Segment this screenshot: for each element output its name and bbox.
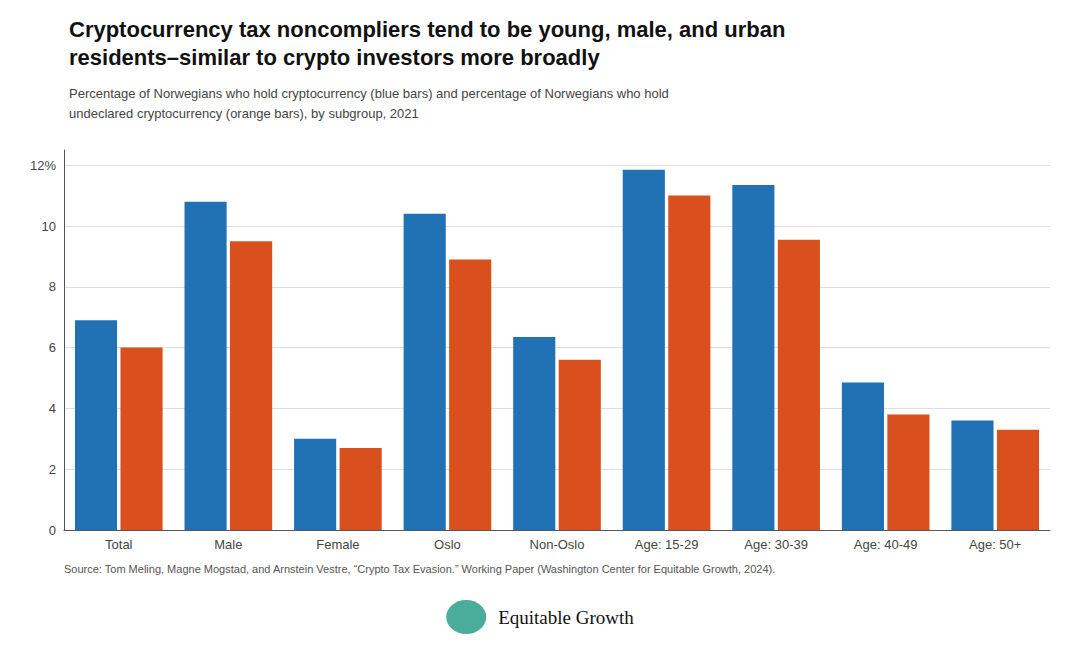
- svg-text:10: 10: [42, 219, 56, 234]
- svg-text:8: 8: [49, 279, 56, 294]
- svg-text:undeclared cryptocurrency (ora: undeclared cryptocurrency (orange bars),…: [69, 106, 419, 121]
- svg-text:Cryptocurrency tax noncomplier: Cryptocurrency tax noncompliers tend to …: [69, 17, 785, 42]
- svg-text:2: 2: [49, 462, 56, 477]
- svg-text:12%: 12%: [30, 158, 56, 173]
- svg-text:residents–similar to crypto in: residents–similar to crypto investors mo…: [69, 45, 600, 70]
- svg-text:Source: Tom Meling, Magne Mogs: Source: Tom Meling, Magne Mogstad, and A…: [64, 563, 775, 575]
- svg-text:Total: Total: [105, 537, 133, 552]
- svg-text:0: 0: [49, 523, 56, 538]
- svg-text:Male: Male: [214, 537, 242, 552]
- svg-text:Female: Female: [316, 537, 359, 552]
- svg-text:Age: 15-29: Age: 15-29: [635, 537, 699, 552]
- svg-text:Equitable Growth: Equitable Growth: [498, 607, 634, 628]
- svg-text:Percentage of Norwegians who h: Percentage of Norwegians who hold crypto…: [69, 86, 669, 101]
- svg-text:4: 4: [49, 401, 56, 416]
- svg-text:Non-Oslo: Non-Oslo: [530, 537, 585, 552]
- svg-text:Age: 30-39: Age: 30-39: [744, 537, 808, 552]
- svg-text:Age: 50+: Age: 50+: [969, 537, 1021, 552]
- svg-text:Oslo: Oslo: [434, 537, 461, 552]
- svg-text:6: 6: [49, 340, 56, 355]
- svg-text:Age: 40-49: Age: 40-49: [854, 537, 918, 552]
